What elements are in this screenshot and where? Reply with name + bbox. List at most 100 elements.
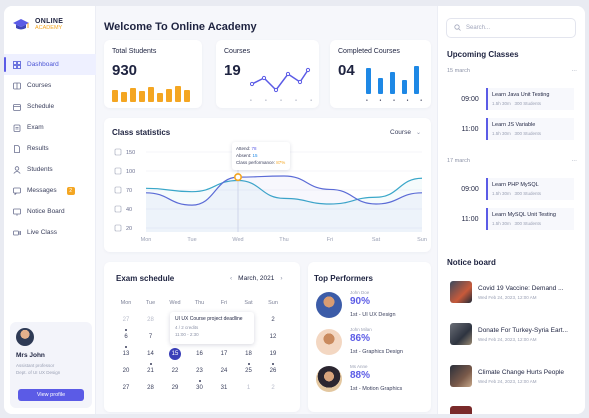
calendar-day[interactable]: 14	[147, 351, 154, 357]
calendar-day[interactable]: 27	[122, 317, 130, 323]
chevron-right-icon[interactable]: ›	[280, 275, 283, 282]
sidebar-item-students[interactable]: Students	[4, 159, 96, 180]
completed-bars	[366, 66, 419, 94]
notice-date: Wed Feb 24, 2023, 12:00 AM	[478, 336, 537, 342]
calendar-day[interactable]: 28	[147, 317, 154, 323]
performer-item[interactable]: John Doe 90% 1st - UI UX Design	[316, 290, 428, 330]
sidebar-item-results[interactable]: Results	[4, 138, 96, 159]
performer-item[interactable]: Ms Anne 88% 1st - Motion Graphics	[316, 364, 428, 404]
sidebar-item-live-class[interactable]: Live Class	[4, 222, 96, 243]
weekday-label: Tue	[145, 300, 156, 306]
class-time: 11:00	[461, 125, 479, 133]
weekday-label: Fri	[220, 300, 228, 306]
logo[interactable]: ONLINE ACADEMY	[12, 16, 63, 34]
class-item[interactable]: 11:00 Learn JS Variable 1.5h 30m 300 Stu…	[454, 118, 574, 140]
y-tick-label: 40	[126, 207, 132, 213]
document-icon	[13, 144, 21, 153]
highlight-point[interactable]	[234, 173, 243, 182]
performer-rank: 1st - UI UX Design	[350, 312, 396, 318]
calendar-day[interactable]: 19	[269, 351, 277, 357]
notice-item[interactable]: Donate For Turkey-Syria Eart... Wed Feb 2…	[450, 322, 578, 346]
calendar-day[interactable]: 20	[122, 368, 130, 374]
x-tick-label: Sat	[372, 237, 381, 243]
video-icon	[13, 229, 21, 237]
exam-popup-time: 11:00 - 2:30	[175, 332, 199, 337]
completed-x-tick: ●	[379, 98, 382, 102]
search-input[interactable]: Search...	[446, 18, 576, 38]
courses-value: 19	[224, 62, 241, 79]
date-row: 15 march ⋯	[447, 68, 577, 74]
calendar-day[interactable]: 2	[271, 385, 275, 391]
sidebar-item-label: Dashboard	[27, 61, 59, 68]
calendar-day[interactable]: 24	[220, 368, 228, 374]
calendar-day[interactable]: 27	[122, 385, 130, 391]
calendar-day[interactable]: 23	[196, 368, 203, 374]
class-name: Learn JS Variable	[492, 122, 536, 128]
sidebar-item-dashboard[interactable]: Dashboard	[4, 54, 96, 75]
calendar-day[interactable]: 25	[245, 368, 252, 374]
performer-score: 86%	[350, 333, 371, 344]
calendar-day[interactable]: 6	[124, 334, 128, 340]
y-tick-label: 70	[126, 188, 132, 194]
sidebar-item-messages[interactable]: Messages 2	[4, 180, 96, 201]
calendar-day[interactable]: 21	[147, 368, 154, 374]
calendar-day[interactable]: 2	[271, 317, 275, 323]
calendar-day[interactable]: 26	[269, 368, 277, 374]
tooltip-performance: 87%	[276, 160, 286, 165]
sidebar-item-exam[interactable]: Exam	[4, 117, 96, 138]
sidebar-item-courses[interactable]: Courses	[4, 75, 96, 96]
y-tick-label: 100	[126, 169, 135, 175]
calendar-day[interactable]: 12	[269, 334, 277, 340]
x-tick-label: Thu	[279, 237, 288, 243]
search-placeholder: Search...	[466, 25, 491, 31]
calendar-day[interactable]: 18	[245, 351, 252, 357]
calendar-day[interactable]: 30	[196, 385, 203, 391]
messages-badge: 2	[66, 186, 75, 195]
more-icon[interactable]: ⋯	[571, 158, 578, 164]
tooltip-performance-label: Class performance:	[236, 160, 276, 165]
tooltip-absent: 15	[252, 153, 258, 158]
courses-sparkline	[250, 67, 311, 93]
course-filter-dropdown[interactable]: Course ⌄	[390, 129, 421, 136]
performer-rank: 1st - Graphics Design	[350, 349, 403, 355]
performer-item[interactable]: John Milan 86% 1st - Graphics Design	[316, 327, 428, 367]
calendar-icon	[13, 103, 21, 111]
completed-x-tick: ●	[420, 98, 422, 102]
sidebar-item-label: Messages	[27, 187, 57, 194]
calendar-day[interactable]: 7	[148, 334, 153, 340]
class-item[interactable]: 09:00 Learn PHP MySQL 1.5h 30m 300 Stude…	[454, 178, 574, 200]
month-navigator: ‹ March, 2021 ›	[230, 275, 282, 282]
clipboard-icon	[13, 124, 21, 132]
calendar-day[interactable]: 22	[171, 368, 179, 374]
x-tick-label: Fri	[327, 237, 333, 243]
more-icon[interactable]: ⋯	[571, 68, 578, 74]
upcoming-classes-title: Upcoming Classes	[447, 50, 519, 59]
sidebar-item-notice-board[interactable]: Notice Board	[4, 201, 96, 222]
class-item[interactable]: 11:00 Learn MySQL Unit Testing 1.5h 30m …	[454, 208, 574, 230]
completed-label: Completed Courses	[338, 48, 400, 55]
series-line	[145, 175, 423, 206]
class-students: 300 Students	[514, 101, 542, 106]
sidebar-item-label: Exam	[27, 124, 44, 131]
calendar-day[interactable]: 13	[122, 351, 130, 357]
profile-card: Mrs John Assistant professor Dept. of UI…	[10, 322, 92, 408]
calendar-day[interactable]: 16	[196, 351, 203, 357]
completed-value: 04	[338, 62, 355, 79]
calendar-day[interactable]: 28	[147, 385, 154, 391]
notice-thumbnail	[450, 365, 472, 387]
calendar-day[interactable]: 17	[220, 351, 228, 357]
sidebar-item-schedule[interactable]: Schedule	[4, 96, 96, 117]
calendar-day[interactable]: 29	[171, 385, 179, 391]
chevron-left-icon[interactable]: ‹	[230, 275, 233, 282]
notice-item[interactable]: Covid 19 Vaccine: Demand ... Wed Feb 24, …	[450, 280, 578, 304]
notice-thumbnail	[450, 323, 472, 345]
notice-thumbnail	[450, 281, 472, 303]
class-item[interactable]: 09:00 Learn Java Unit Testing 1.5h 30m 3…	[454, 88, 574, 110]
notice-item[interactable]: Climate Change Hurts People Wed Feb 24, 2…	[450, 364, 578, 388]
view-profile-button[interactable]: View profile	[18, 389, 84, 401]
calendar-day[interactable]: 31	[220, 385, 228, 391]
exam-schedule-title: Exam schedule	[116, 274, 175, 283]
calendar-day[interactable]: 1	[246, 385, 251, 391]
calendar-day-selected[interactable]: 15	[169, 348, 181, 360]
app-window: ONLINE ACADEMY Dashboard Courses Schedul…	[4, 6, 585, 414]
